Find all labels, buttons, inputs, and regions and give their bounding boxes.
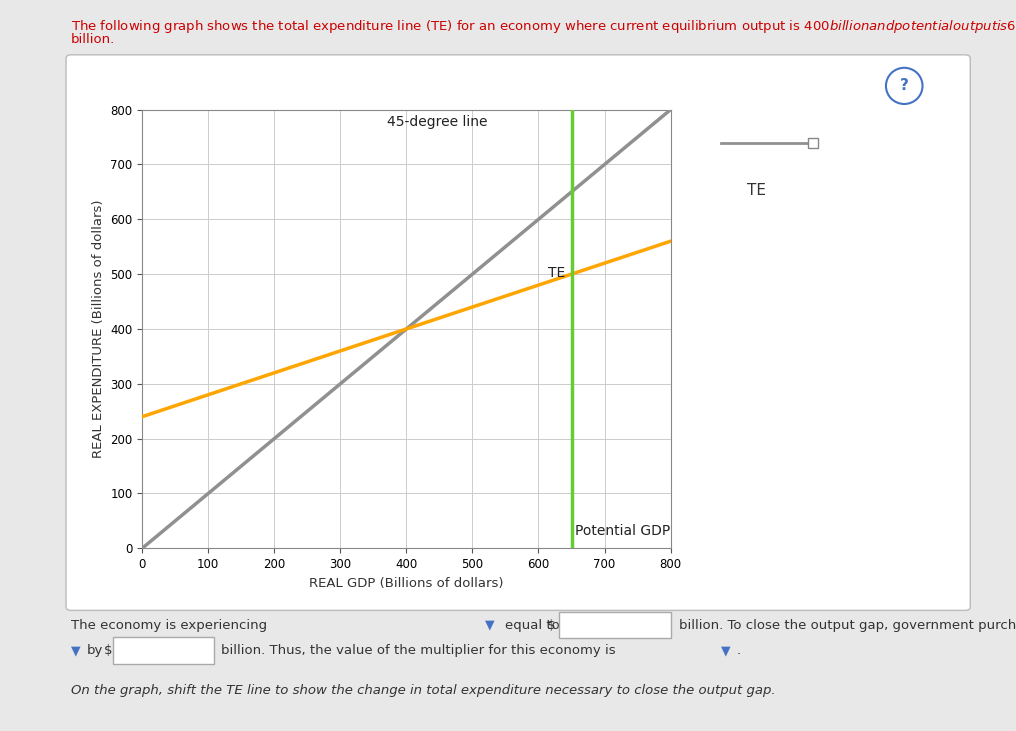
Text: ▼: ▼ — [721, 644, 731, 657]
Text: ▼: ▼ — [485, 618, 494, 632]
Text: The economy is experiencing: The economy is experiencing — [71, 618, 267, 632]
X-axis label: REAL GDP (Billions of dollars): REAL GDP (Billions of dollars) — [309, 577, 504, 589]
Text: equal to: equal to — [505, 618, 560, 632]
Text: Potential GDP: Potential GDP — [575, 524, 671, 538]
Text: TE: TE — [747, 183, 766, 197]
Text: ?: ? — [900, 78, 908, 94]
Text: ▼: ▼ — [71, 644, 80, 657]
Text: by: by — [86, 644, 103, 657]
Text: $: $ — [104, 644, 112, 657]
Y-axis label: REAL EXPENDITURE (Billions of dollars): REAL EXPENDITURE (Billions of dollars) — [91, 200, 105, 458]
Text: TE: TE — [549, 265, 566, 280]
Text: 45-degree line: 45-degree line — [387, 115, 487, 129]
Text: $: $ — [547, 618, 555, 632]
Text: billion. To close the output gap, government purchases could: billion. To close the output gap, govern… — [679, 618, 1016, 632]
Text: On the graph, shift the TE line to show the change in total expenditure necessar: On the graph, shift the TE line to show … — [71, 684, 776, 697]
Text: The following graph shows the total expenditure line (TE) for an economy where c: The following graph shows the total expe… — [71, 18, 1016, 35]
Text: .: . — [737, 644, 741, 657]
Text: billion.: billion. — [71, 33, 116, 46]
Circle shape — [886, 68, 923, 104]
Text: billion. Thus, the value of the multiplier for this economy is: billion. Thus, the value of the multipli… — [221, 644, 616, 657]
